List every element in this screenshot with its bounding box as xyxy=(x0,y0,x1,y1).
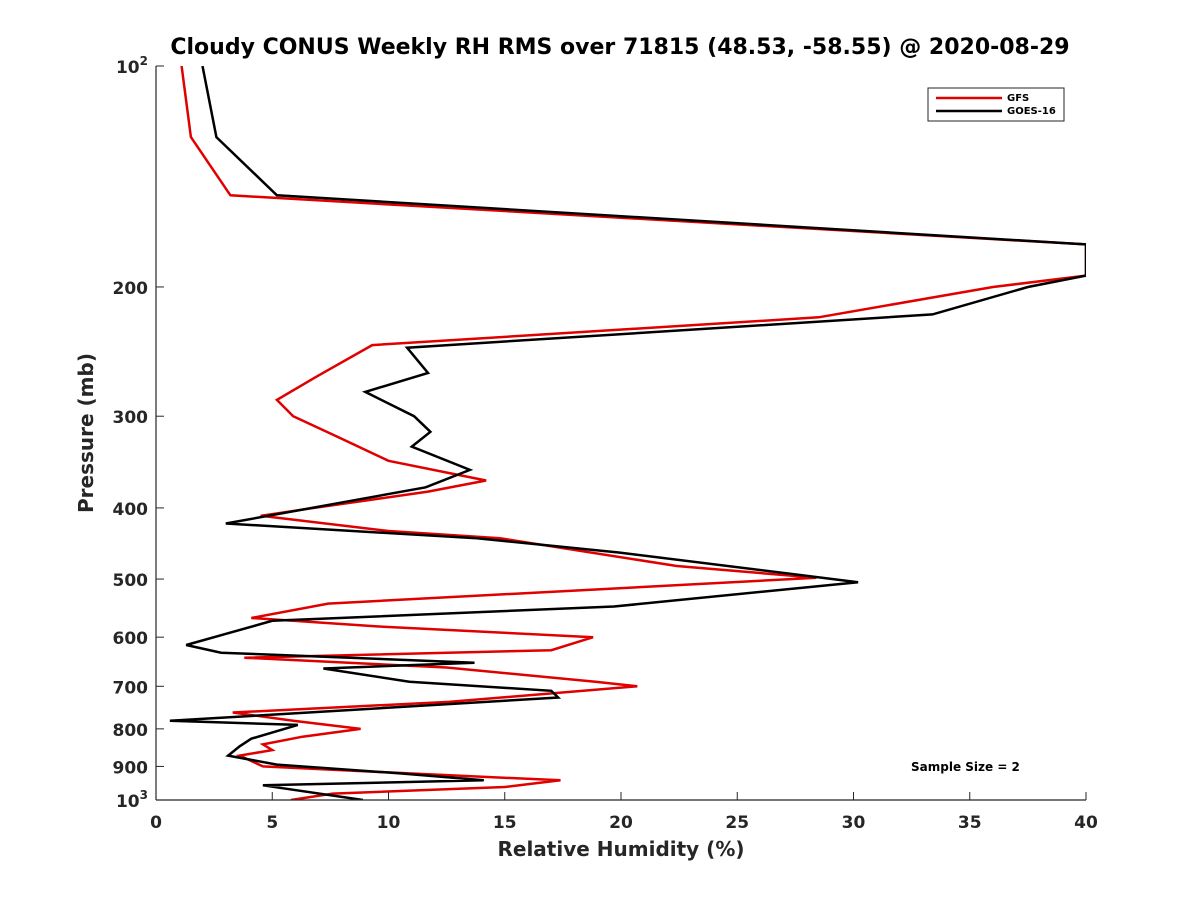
y-tick-label: 700 xyxy=(113,678,149,698)
plot-area xyxy=(155,66,1086,801)
legend-label-goes-16: GOES-16 xyxy=(1007,106,1056,117)
x-tick-label: 10 xyxy=(377,813,401,833)
y-axis-ticks: 102 200 300 400 500 600 700 800 900 103 xyxy=(113,54,164,812)
x-axis-ticks: 0 5 10 15 20 25 30 35 40 xyxy=(150,792,1098,833)
x-axis-label: Relative Humidity (%) xyxy=(497,837,744,861)
legend: GFS GOES-16 xyxy=(927,87,1065,122)
x-tick-label: 35 xyxy=(958,813,982,833)
legend-box xyxy=(927,87,1065,122)
chart-title: Cloudy CONUS Weekly RH RMS over 71815 (4… xyxy=(170,35,1069,60)
legend-label-gfs: GFS xyxy=(1007,93,1029,104)
y-tick-label: 102 xyxy=(116,54,148,78)
y-tick-label: 800 xyxy=(113,721,149,741)
series-line-gfs xyxy=(180,66,1086,800)
x-tick-label: 0 xyxy=(150,813,162,833)
x-tick-label: 30 xyxy=(842,813,866,833)
sample-size-annotation: Sample Size = 2 xyxy=(911,760,1020,774)
y-tick-label: 300 xyxy=(113,408,149,428)
y-tick-label: 500 xyxy=(113,571,149,591)
x-tick-label: 15 xyxy=(493,813,517,833)
x-tick-label: 20 xyxy=(609,813,633,833)
y-tick-label: 200 xyxy=(113,279,149,299)
y-axis-label: Pressure (mb) xyxy=(74,353,98,513)
x-tick-label: 40 xyxy=(1074,813,1098,833)
series-line-goes-16 xyxy=(169,66,1086,800)
y-tick-label: 400 xyxy=(113,500,149,520)
x-tick-label: 25 xyxy=(725,813,749,833)
y-tick-label: 103 xyxy=(116,788,148,812)
y-tick-label: 600 xyxy=(113,629,149,649)
y-tick-label: 900 xyxy=(113,758,149,778)
x-tick-label: 5 xyxy=(266,813,278,833)
